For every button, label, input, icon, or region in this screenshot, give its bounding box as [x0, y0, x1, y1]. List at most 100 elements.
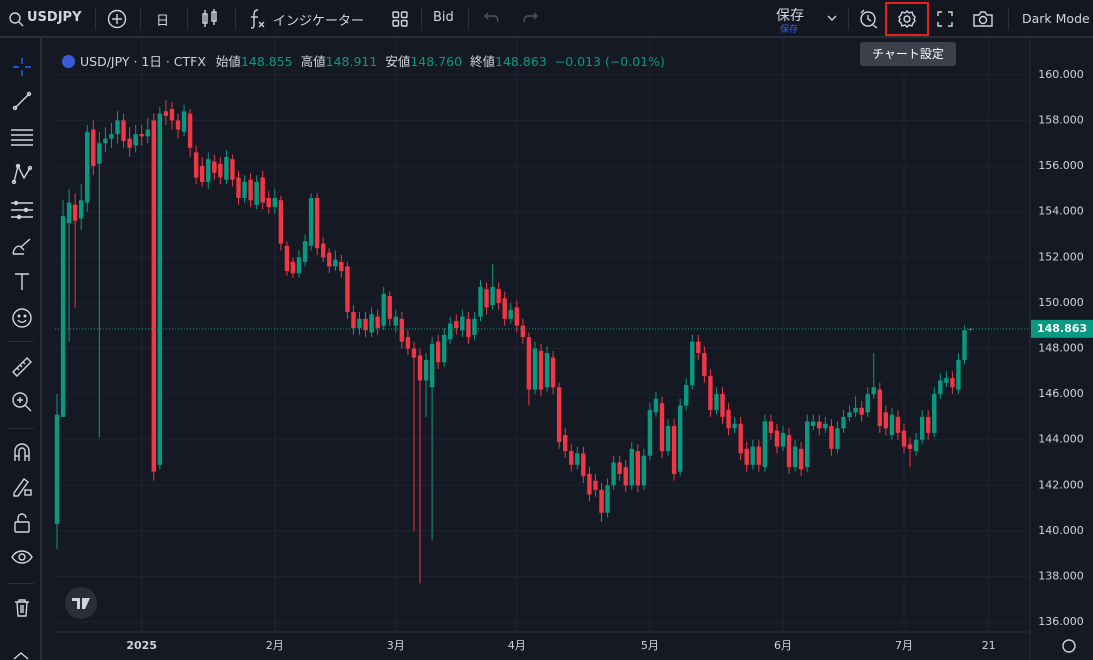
y-tick-label: 144.000: [1038, 433, 1084, 446]
candle-body: [454, 321, 459, 328]
candle-body: [405, 337, 411, 349]
candle-body: [278, 200, 284, 244]
indicators-icon[interactable]: [248, 9, 266, 29]
candle-body: [877, 389, 882, 427]
x-tick-label: 3月: [387, 639, 405, 652]
candle-body: [798, 448, 804, 470]
candle-body: [145, 129, 150, 137]
separator: [8, 428, 34, 429]
lock-tool[interactable]: [13, 513, 31, 533]
interval[interactable]: 日: [156, 14, 170, 29]
candle-body: [786, 435, 792, 468]
candle-body: [260, 177, 265, 203]
y-tick-label: 140.000: [1038, 524, 1084, 537]
candle-body: [605, 485, 610, 513]
text-tool[interactable]: [14, 273, 30, 291]
symbol-search-icon[interactable]: [9, 12, 24, 27]
y-tick-label: 150.000: [1038, 296, 1084, 309]
symbol[interactable]: USDJPY: [27, 10, 82, 25]
visibility-tool[interactable]: [11, 549, 33, 565]
tv-logo[interactable]: [65, 587, 97, 619]
y-tick-label: 156.000: [1038, 159, 1084, 172]
theme-toggle[interactable]: Dark Mode: [1022, 11, 1090, 26]
redo-icon[interactable]: [522, 12, 538, 24]
y-tick-label: 146.000: [1038, 387, 1084, 400]
candle-body: [212, 161, 217, 173]
indicators[interactable]: インジケーター: [273, 14, 365, 29]
candle-body: [411, 348, 417, 358]
save-button[interactable]: 保存: [776, 8, 804, 24]
candle-body: [780, 432, 786, 447]
candle-body: [321, 243, 326, 258]
fullscreen-icon[interactable]: [937, 11, 953, 27]
high-label: 高値: [300, 54, 326, 69]
magnet-tool[interactable]: [13, 442, 31, 462]
snapshot-icon[interactable]: [973, 11, 993, 27]
candle-body: [157, 113, 163, 465]
measure-tool[interactable]: [12, 357, 32, 377]
separator: [140, 8, 141, 30]
candle-body: [962, 330, 967, 360]
candle-body: [871, 387, 876, 395]
prediction-tool[interactable]: [11, 200, 33, 220]
candle-body: [865, 394, 870, 413]
candle-body: [756, 446, 761, 465]
save-menu-icon[interactable]: [827, 15, 837, 21]
candle-body: [357, 318, 362, 328]
separator: [848, 8, 849, 30]
candle-body: [714, 394, 719, 411]
candle-body: [671, 426, 677, 474]
candle-body: [66, 202, 72, 224]
lock-draw-tool[interactable]: [12, 477, 32, 497]
candle-body: [508, 309, 513, 319]
candle-body: [659, 403, 665, 452]
candle-body: [351, 312, 356, 328]
candle-body: [526, 337, 532, 390]
candle-body: [133, 134, 138, 146]
icon-tool[interactable]: [12, 308, 32, 328]
separator: [95, 8, 96, 30]
pattern-tool[interactable]: [11, 163, 33, 185]
delete-tool[interactable]: [14, 599, 30, 617]
y-tick-label: 138.000: [1038, 570, 1084, 583]
candle-body: [889, 414, 895, 436]
chart-settings-icon[interactable]: [898, 10, 916, 28]
low-value: 148.760: [410, 54, 463, 69]
candle-body: [544, 353, 550, 388]
candle-body: [677, 405, 683, 472]
candle-body: [163, 111, 169, 116]
zoom-tool[interactable]: [12, 392, 32, 412]
candle-body: [811, 421, 816, 427]
crosshair-tool[interactable]: [13, 58, 31, 76]
chart-type-icon[interactable]: [201, 9, 219, 29]
candle-body: [97, 143, 102, 164]
candle-body: [895, 416, 901, 433]
candle-body: [883, 412, 889, 429]
candle-body: [629, 448, 634, 486]
candle-body: [272, 197, 277, 208]
alert-icon[interactable]: [859, 9, 879, 29]
candle-body: [556, 387, 562, 443]
brush-tool[interactable]: [12, 237, 32, 255]
candle-body: [91, 129, 96, 167]
candle-body: [847, 412, 852, 417]
compare-icon[interactable]: [107, 9, 127, 29]
settings-icon[interactable]: [1062, 639, 1076, 653]
candle-body: [175, 120, 181, 130]
price-source[interactable]: Bid: [433, 10, 454, 25]
separator: [187, 8, 188, 30]
candle-body: [611, 462, 616, 486]
undo-icon[interactable]: [484, 12, 500, 24]
candle-body: [284, 245, 290, 271]
candle-body: [841, 416, 846, 429]
candle-body: [829, 426, 834, 449]
open-label: 始値: [215, 54, 241, 69]
templates-icon[interactable]: [392, 11, 408, 27]
candle-body: [665, 426, 671, 452]
candle-body: [151, 120, 156, 472]
fib-tool[interactable]: [11, 128, 33, 146]
y-tick-label: 154.000: [1038, 205, 1084, 218]
candle-body: [230, 159, 235, 180]
trendline-tool[interactable]: [12, 91, 32, 111]
expand-tool[interactable]: [13, 652, 29, 660]
